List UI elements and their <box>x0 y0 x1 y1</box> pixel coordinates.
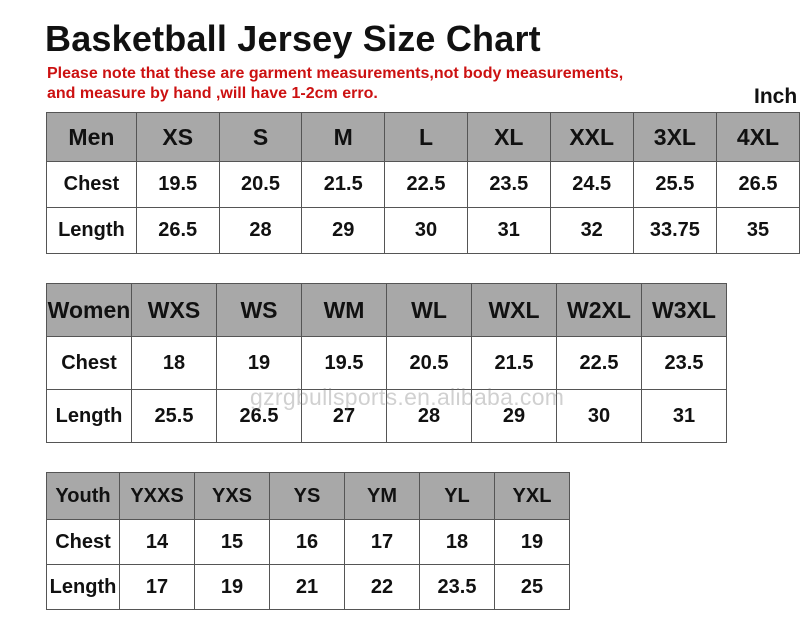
men-value-cell: 20.5 <box>218 161 303 208</box>
men-value-cell: 21.5 <box>301 161 386 208</box>
women-header-cell: WXS <box>131 283 217 337</box>
youth-length-row: Length 17 19 21 22 23.5 25 <box>46 564 570 610</box>
men-value-cell: 35 <box>716 207 800 254</box>
women-value-cell: 26.5 <box>216 389 302 443</box>
unit-label: Inch <box>754 85 798 108</box>
youth-value-cell: 19 <box>494 519 570 565</box>
watermark-text: gzrgbullsports.en.alibaba.com <box>250 384 565 410</box>
women-header-cell: W2XL <box>556 283 642 337</box>
youth-header-cell: YXS <box>194 472 270 520</box>
men-header-cell: XS <box>135 112 220 162</box>
men-header-row: Men XS S M L XL XXL 3XL 4XL <box>46 112 800 162</box>
women-row-label: Chest <box>46 336 132 390</box>
youth-value-cell: 15 <box>194 519 270 565</box>
youth-header-row: Youth YXXS YXS YS YM YL YXL <box>46 472 570 520</box>
youth-row-label: Length <box>46 564 120 610</box>
youth-header-cell: YS <box>269 472 345 520</box>
men-value-cell: 26.5 <box>716 161 800 208</box>
women-header-cell: W3XL <box>641 283 727 337</box>
page-title: Basketball Jersey Size Chart <box>45 18 541 59</box>
women-value-cell: 28 <box>386 389 472 443</box>
men-value-cell: 33.75 <box>632 207 718 254</box>
women-header-cell: WL <box>386 283 472 337</box>
men-value-cell: 23.5 <box>466 161 551 208</box>
women-value-cell: 25.5 <box>131 389 217 443</box>
men-value-cell: 19.5 <box>135 161 220 208</box>
men-value-cell: 22.5 <box>384 161 468 208</box>
women-value-cell: 20.5 <box>386 336 472 390</box>
women-value-cell: 23.5 <box>641 336 727 390</box>
youth-value-cell: 16 <box>269 519 345 565</box>
men-value-cell: 31 <box>466 207 551 254</box>
youth-size-table: Youth YXXS YXS YS YM YL YXL Chest 14 15 … <box>46 472 570 610</box>
men-header-cell: 3XL <box>632 112 718 162</box>
youth-value-cell: 17 <box>344 519 420 565</box>
women-value-cell: 29 <box>471 389 557 443</box>
men-value-cell: 26.5 <box>135 207 220 254</box>
men-header-cell: 4XL <box>716 112 800 162</box>
men-row-label: Chest <box>46 161 137 208</box>
women-length-row: Length 25.5 26.5 27 28 29 30 31 <box>46 389 727 443</box>
women-header-cell: WXL <box>471 283 557 337</box>
men-header-cell: XL <box>466 112 551 162</box>
men-value-cell: 24.5 <box>549 161 634 208</box>
women-value-cell: 31 <box>641 389 727 443</box>
men-header-cell: L <box>384 112 468 162</box>
women-value-cell: 19 <box>216 336 302 390</box>
men-row-label: Length <box>46 207 137 254</box>
men-header-cell: S <box>218 112 303 162</box>
men-value-cell: 25.5 <box>632 161 718 208</box>
women-header-cell: WS <box>216 283 302 337</box>
youth-value-cell: 21 <box>269 564 345 610</box>
youth-value-cell: 25 <box>494 564 570 610</box>
youth-header-cell: YM <box>344 472 420 520</box>
youth-chest-row: Chest 14 15 16 17 18 19 <box>46 519 570 565</box>
youth-header-cell: YXXS <box>119 472 195 520</box>
youth-value-cell: 14 <box>119 519 195 565</box>
women-value-cell: 22.5 <box>556 336 642 390</box>
men-size-table: Men XS S M L XL XXL 3XL 4XL Chest 19.5 2… <box>46 112 800 254</box>
men-header-cell: Men <box>46 112 137 162</box>
youth-value-cell: 17 <box>119 564 195 610</box>
measurement-note-line-2: and measure by hand ,will have 1-2cm err… <box>47 85 378 102</box>
youth-value-cell: 22 <box>344 564 420 610</box>
measurement-note-line-1: Please note that these are garment measu… <box>47 65 624 82</box>
youth-value-cell: 18 <box>419 519 495 565</box>
women-value-cell: 30 <box>556 389 642 443</box>
women-value-cell: 18 <box>131 336 217 390</box>
youth-row-label: Chest <box>46 519 120 565</box>
youth-header-cell: YXL <box>494 472 570 520</box>
women-size-table: Women WXS WS WM WL WXL W2XL W3XL Chest 1… <box>46 283 727 443</box>
women-chest-row: Chest 18 19 19.5 20.5 21.5 22.5 23.5 <box>46 336 727 390</box>
women-header-cell: Women <box>46 283 132 337</box>
women-row-label: Length <box>46 389 132 443</box>
women-header-row: Women WXS WS WM WL WXL W2XL W3XL <box>46 283 727 337</box>
women-header-cell: WM <box>301 283 387 337</box>
men-length-row: Length 26.5 28 29 30 31 32 33.75 35 <box>46 207 800 254</box>
men-header-cell: XXL <box>549 112 634 162</box>
youth-header-cell: YL <box>419 472 495 520</box>
men-value-cell: 28 <box>218 207 303 254</box>
youth-value-cell: 23.5 <box>419 564 495 610</box>
men-chest-row: Chest 19.5 20.5 21.5 22.5 23.5 24.5 25.5… <box>46 161 800 208</box>
women-value-cell: 19.5 <box>301 336 387 390</box>
men-value-cell: 32 <box>549 207 634 254</box>
men-value-cell: 29 <box>301 207 386 254</box>
men-value-cell: 30 <box>384 207 468 254</box>
youth-header-cell: Youth <box>46 472 120 520</box>
youth-value-cell: 19 <box>194 564 270 610</box>
women-value-cell: 21.5 <box>471 336 557 390</box>
men-header-cell: M <box>301 112 386 162</box>
